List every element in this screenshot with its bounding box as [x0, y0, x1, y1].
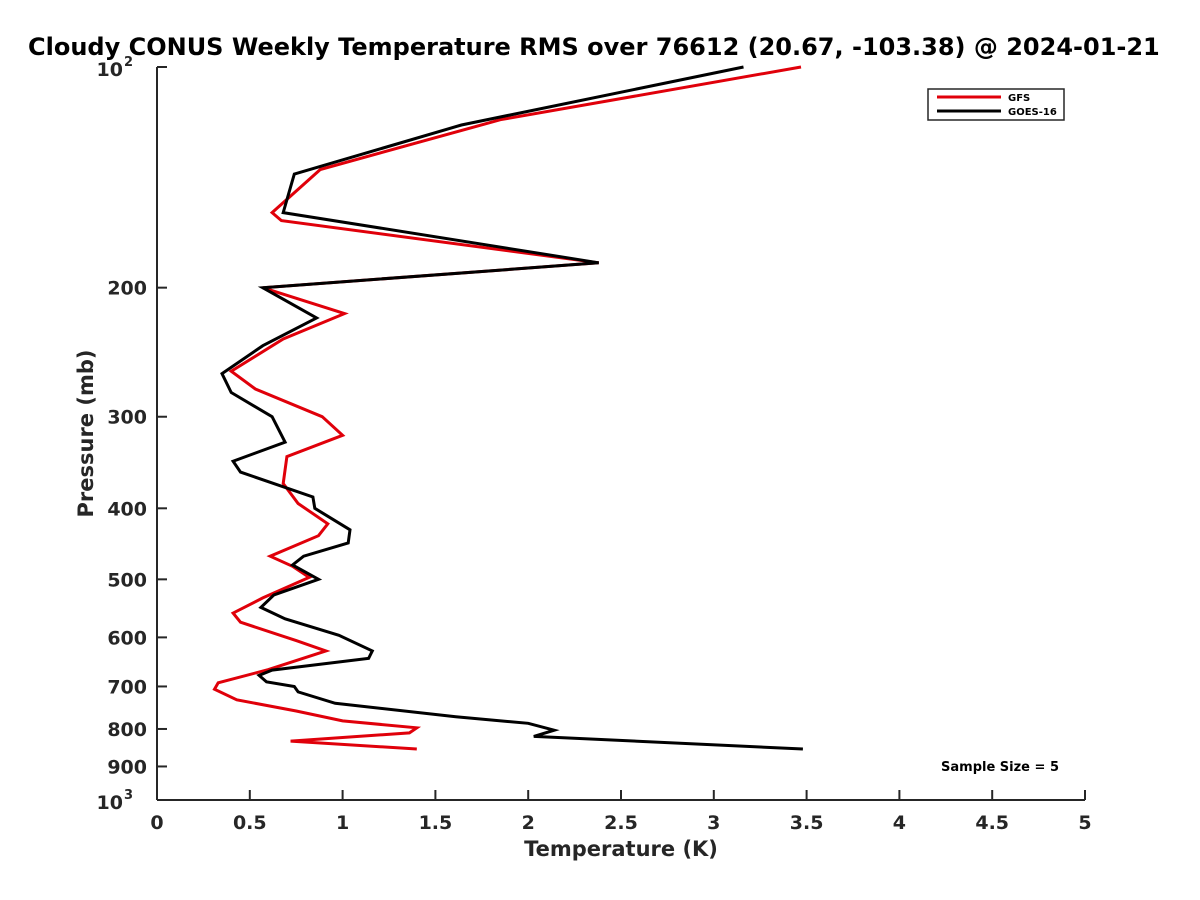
x-tick-label: 3 — [707, 812, 720, 834]
y-tick-label: 400 — [107, 498, 147, 520]
legend: GFS GOES-16 — [927, 88, 1065, 121]
y-tick-label: 200 — [107, 278, 147, 300]
tick-labels: 0 0.5 1 1.5 2 2.5 3 3.5 4 4.5 510 22003004005006007… — [97, 55, 1092, 834]
y-tick-exponent: 3 — [124, 788, 133, 803]
x-tick-label: 0.5 — [233, 812, 267, 834]
x-tick-label: 2 — [522, 812, 535, 834]
y-tick-label: 10 — [97, 792, 123, 814]
series-line-1 — [220, 65, 803, 751]
series-line-0 — [212, 65, 802, 751]
x-tick-label: 0 — [150, 812, 163, 834]
x-tick-label: 5 — [1078, 812, 1091, 834]
sample-size-annotation: Sample Size = 5 — [941, 760, 1059, 775]
y-tick-label: 300 — [107, 407, 147, 429]
x-tick-label: 3.5 — [790, 812, 824, 834]
y-tick-exponent: 2 — [124, 55, 133, 70]
chart-title: Cloudy CONUS Weekly Temperature RMS over… — [28, 33, 1160, 61]
x-tick-label: 1.5 — [419, 812, 453, 834]
y-tick-label: 700 — [107, 676, 147, 698]
x-tick-label: 1 — [336, 812, 349, 834]
y-axis-label: Pressure (mb) — [74, 350, 98, 518]
y-tick-label: 10 — [97, 59, 123, 81]
y-tick-label: 800 — [107, 719, 147, 741]
y-tick-label: 500 — [107, 569, 147, 591]
tick-marks — [156, 66, 1086, 801]
x-tick-label: 2.5 — [604, 812, 638, 834]
legend-label-1: GOES-16 — [1008, 107, 1057, 118]
legend-label-0: GFS — [1008, 93, 1030, 104]
legend-box — [927, 88, 1065, 121]
x-axis-label: Temperature (K) — [524, 837, 718, 861]
plot-lines — [212, 65, 803, 751]
x-tick-label: 4 — [893, 812, 906, 834]
y-tick-label: 600 — [107, 627, 147, 649]
y-tick-label: 900 — [107, 756, 147, 778]
x-tick-label: 4.5 — [975, 812, 1009, 834]
